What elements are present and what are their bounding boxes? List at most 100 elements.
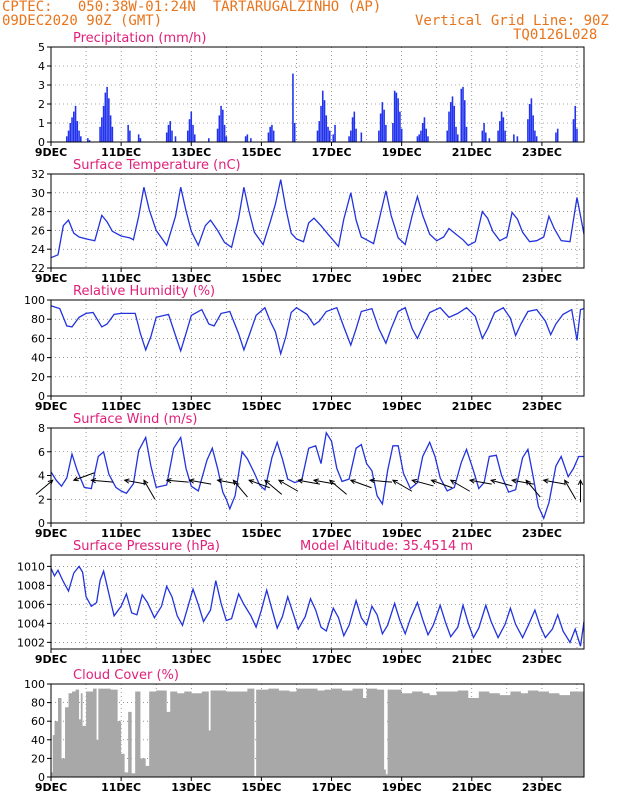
precip-bar	[71, 117, 73, 142]
precip-bar	[500, 111, 503, 142]
y-tick-label: 5	[38, 41, 45, 54]
x-tick-label: 9DEC	[35, 272, 67, 285]
precip-bar	[87, 138, 89, 142]
wind-arrow	[512, 479, 534, 485]
x-tick-label: 17DEC	[312, 146, 352, 159]
y-tick-label: 24	[31, 243, 45, 256]
y-tick-label: 40	[31, 734, 45, 747]
precip-bar	[73, 111, 75, 142]
x-tick-label: 15DEC	[241, 272, 281, 285]
y-tick-label: 4	[38, 470, 45, 483]
precip-bar	[104, 92, 107, 142]
precip-bar	[485, 132, 487, 142]
precip-bar	[218, 115, 221, 142]
precip-bar	[216, 128, 219, 142]
x-tick-label: 13DEC	[171, 527, 211, 540]
x-tick-label: 13DEC	[171, 146, 211, 159]
series-line-pressure	[50, 565, 585, 647]
x-tick-label: 21DEC	[452, 146, 492, 159]
precip-bar	[171, 130, 173, 142]
panel-humidity: 0 20 40 60 80 100 9DEC 11DEC 13DEC 15DEC 17DEC 19DE…	[24, 284, 585, 413]
x-tick-label: 13DEC	[171, 781, 211, 794]
x-tick-label: 15DEC	[241, 527, 281, 540]
x-tick-label: 23DEC	[522, 781, 562, 794]
precip-bar	[530, 98, 533, 142]
y-tick-label: 0	[38, 517, 45, 530]
precip-bar	[127, 124, 129, 142]
precip-bar	[106, 86, 108, 142]
precip-bar	[427, 136, 429, 142]
x-tick-label: 17DEC	[312, 400, 352, 413]
precip-bar	[78, 130, 80, 142]
header-model-id: TQ0126L028	[513, 27, 598, 43]
y-tick-label: 40	[31, 352, 45, 365]
precip-bar	[69, 123, 72, 142]
precip-bar	[174, 136, 177, 142]
precip-bar	[186, 130, 189, 142]
precip-bar	[271, 124, 273, 142]
wind-arrow	[450, 479, 471, 492]
precip-bar	[139, 138, 142, 142]
precip-bar	[328, 130, 331, 142]
precip-bar	[516, 136, 519, 142]
precip-bar	[395, 92, 398, 142]
precip-bar	[399, 111, 401, 142]
x-tick-label: 21DEC	[452, 527, 492, 540]
x-tick-label: 23DEC	[522, 527, 562, 540]
wind-arrow	[166, 479, 189, 483]
precip-bar	[393, 90, 396, 142]
precip-bar	[555, 132, 557, 142]
wind-arrow	[189, 479, 212, 485]
wind-arrow-head	[449, 479, 456, 485]
x-tick-label: 17DEC	[312, 272, 352, 285]
precip-bar	[192, 124, 194, 142]
x-tick-label: 21DEC	[452, 781, 492, 794]
precip-bar	[167, 124, 170, 142]
panel-title-precipitation: Precipitation (mm/h)	[73, 31, 206, 46]
x-tick-label: 17DEC	[312, 781, 352, 794]
x-tick-label: 11DEC	[101, 400, 141, 413]
y-tick-label: 1002	[17, 636, 45, 649]
y-tick-label: 1004	[17, 617, 45, 630]
x-tick-label: 9DEC	[35, 146, 67, 159]
precip-bar	[465, 126, 468, 142]
wind-arrow-head	[542, 478, 549, 484]
wind-arrow	[91, 479, 114, 483]
x-tick-label: 21DEC	[452, 400, 492, 413]
x-tick-label: 15DEC	[241, 653, 281, 666]
precip-bar	[385, 124, 387, 142]
x-tick-label: 13DEC	[171, 272, 211, 285]
series-line-temperature	[50, 179, 585, 259]
precip-bar	[456, 134, 459, 142]
precip-bar	[188, 119, 191, 142]
precip-bar	[332, 134, 335, 142]
precip-bar	[397, 98, 399, 142]
x-tick-label: 17DEC	[312, 653, 352, 666]
precip-bar	[74, 105, 77, 142]
precip-bar	[483, 123, 485, 142]
precip-bar	[532, 115, 534, 142]
x-tick-label: 21DEC	[452, 653, 492, 666]
precip-bar	[453, 105, 456, 142]
x-tick-label: 19DEC	[382, 272, 422, 285]
x-tick-label: 17DEC	[312, 527, 352, 540]
wind-arrow	[232, 479, 248, 498]
x-tick-label: 13DEC	[171, 653, 211, 666]
wind-arrow-head	[72, 476, 79, 482]
precip-bar	[446, 130, 449, 142]
x-tick-label: 11DEC	[101, 653, 141, 666]
wind-arrow-head	[328, 479, 335, 486]
panel-title-humidity: Relative Humidity (%)	[73, 284, 215, 299]
x-tick-label: 11DEC	[101, 146, 141, 159]
wind-arrow-head	[368, 478, 375, 484]
header-line-1: CPTEC: 050:38W-01:24N TARTARUGALZINHO (A…	[2, 0, 382, 15]
wind-arrow	[469, 479, 492, 485]
precip-bar	[535, 136, 538, 142]
x-tick-label: 19DEC	[382, 653, 422, 666]
wind-arrow-head	[411, 478, 418, 484]
y-tick-label: 100	[24, 678, 45, 691]
wind-arrow-head	[165, 478, 172, 484]
precip-bar	[165, 132, 168, 142]
panel-frame	[50, 554, 585, 650]
x-tick-label: 11DEC	[101, 272, 141, 285]
